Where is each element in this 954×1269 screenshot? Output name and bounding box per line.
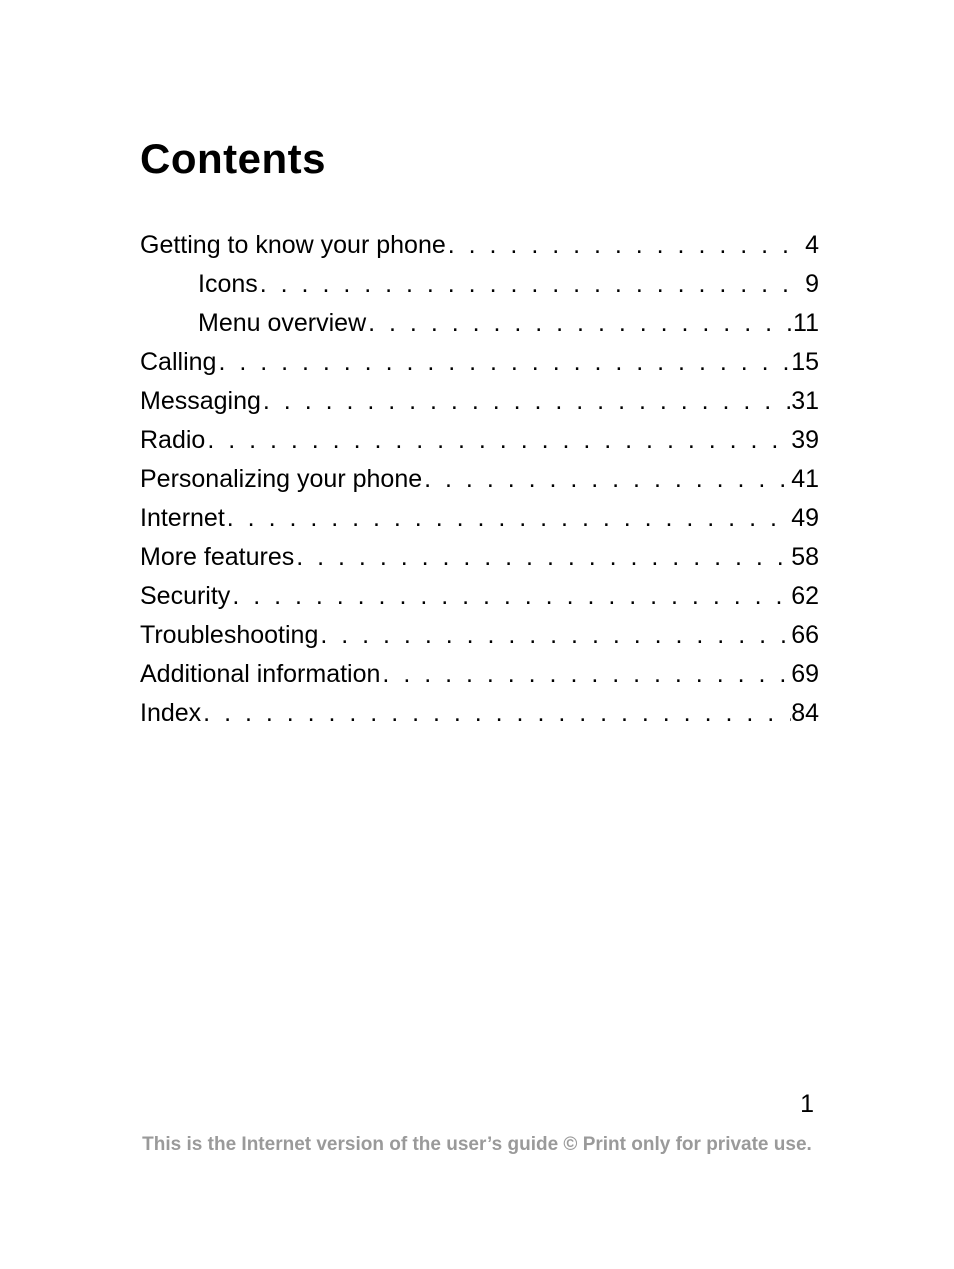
toc-dot-leader bbox=[261, 389, 791, 414]
toc-entry[interactable]: Personalizing your phone 41 bbox=[140, 467, 819, 492]
toc-dot-leader bbox=[205, 428, 791, 453]
toc-entry[interactable]: Calling 15 bbox=[140, 350, 819, 375]
toc-entry-label: Calling bbox=[140, 350, 216, 375]
toc-entry[interactable]: Security 62 bbox=[140, 584, 819, 609]
toc-entry-label: Radio bbox=[140, 428, 205, 453]
toc-entry[interactable]: Getting to know your phone 4 bbox=[140, 233, 819, 258]
contents-heading: Contents bbox=[140, 135, 819, 183]
toc-dot-leader bbox=[225, 506, 791, 531]
toc-dot-leader bbox=[380, 662, 791, 687]
toc-entry-label: Personalizing your phone bbox=[140, 467, 422, 492]
page-number: 1 bbox=[800, 1090, 814, 1119]
toc-dot-leader bbox=[201, 701, 791, 726]
toc-entry-page: 31 bbox=[791, 389, 819, 414]
toc-dot-leader bbox=[216, 350, 791, 375]
toc-entry-label: Additional information bbox=[140, 662, 380, 687]
toc-entry-label: Index bbox=[140, 701, 201, 726]
table-of-contents: Getting to know your phone 4 Icons 9 Menu ov… bbox=[140, 233, 819, 726]
toc-entry-label: Security bbox=[140, 584, 230, 609]
toc-entry-label: Getting to know your phone bbox=[140, 233, 446, 258]
toc-entry[interactable]: Additional information 69 bbox=[140, 662, 819, 687]
page: Contents Getting to know your phone 4 Icon… bbox=[0, 0, 954, 1269]
toc-entry[interactable]: Messaging 31 bbox=[140, 389, 819, 414]
toc-entry-page: 11 bbox=[793, 311, 819, 336]
toc-entry-page: 9 bbox=[805, 272, 819, 297]
toc-entry-label: Internet bbox=[140, 506, 225, 531]
toc-dot-leader bbox=[258, 272, 805, 297]
toc-entry-page: 39 bbox=[791, 428, 819, 453]
footer-note: This is the Internet version of the user… bbox=[0, 1134, 954, 1156]
toc-entry[interactable]: Icons 9 bbox=[140, 272, 819, 297]
toc-dot-leader bbox=[422, 467, 791, 492]
toc-dot-leader bbox=[318, 623, 791, 648]
toc-entry-page: 4 bbox=[805, 233, 819, 258]
toc-entry-label: Troubleshooting bbox=[140, 623, 318, 648]
toc-entry[interactable]: Internet 49 bbox=[140, 506, 819, 531]
toc-entry-page: 49 bbox=[791, 506, 819, 531]
toc-entry[interactable]: Radio 39 bbox=[140, 428, 819, 453]
toc-entry-page: 41 bbox=[791, 467, 819, 492]
toc-dot-leader bbox=[446, 233, 805, 258]
toc-entry-label: More features bbox=[140, 545, 294, 570]
toc-entry-page: 84 bbox=[791, 701, 819, 726]
toc-entry[interactable]: More features 58 bbox=[140, 545, 819, 570]
toc-entry-page: 15 bbox=[791, 350, 819, 375]
toc-entry-page: 62 bbox=[791, 584, 819, 609]
toc-entry-page: 58 bbox=[791, 545, 819, 570]
toc-dot-leader bbox=[230, 584, 791, 609]
toc-entry-label: Menu overview bbox=[198, 311, 366, 336]
toc-entry-page: 69 bbox=[791, 662, 819, 687]
toc-entry-label: Icons bbox=[198, 272, 258, 297]
toc-entry[interactable]: Index 84 bbox=[140, 701, 819, 726]
toc-dot-leader bbox=[294, 545, 791, 570]
toc-entry[interactable]: Troubleshooting 66 bbox=[140, 623, 819, 648]
toc-entry[interactable]: Menu overview 11 bbox=[140, 311, 819, 336]
toc-dot-leader bbox=[366, 311, 793, 336]
toc-entry-label: Messaging bbox=[140, 389, 261, 414]
toc-entry-page: 66 bbox=[791, 623, 819, 648]
